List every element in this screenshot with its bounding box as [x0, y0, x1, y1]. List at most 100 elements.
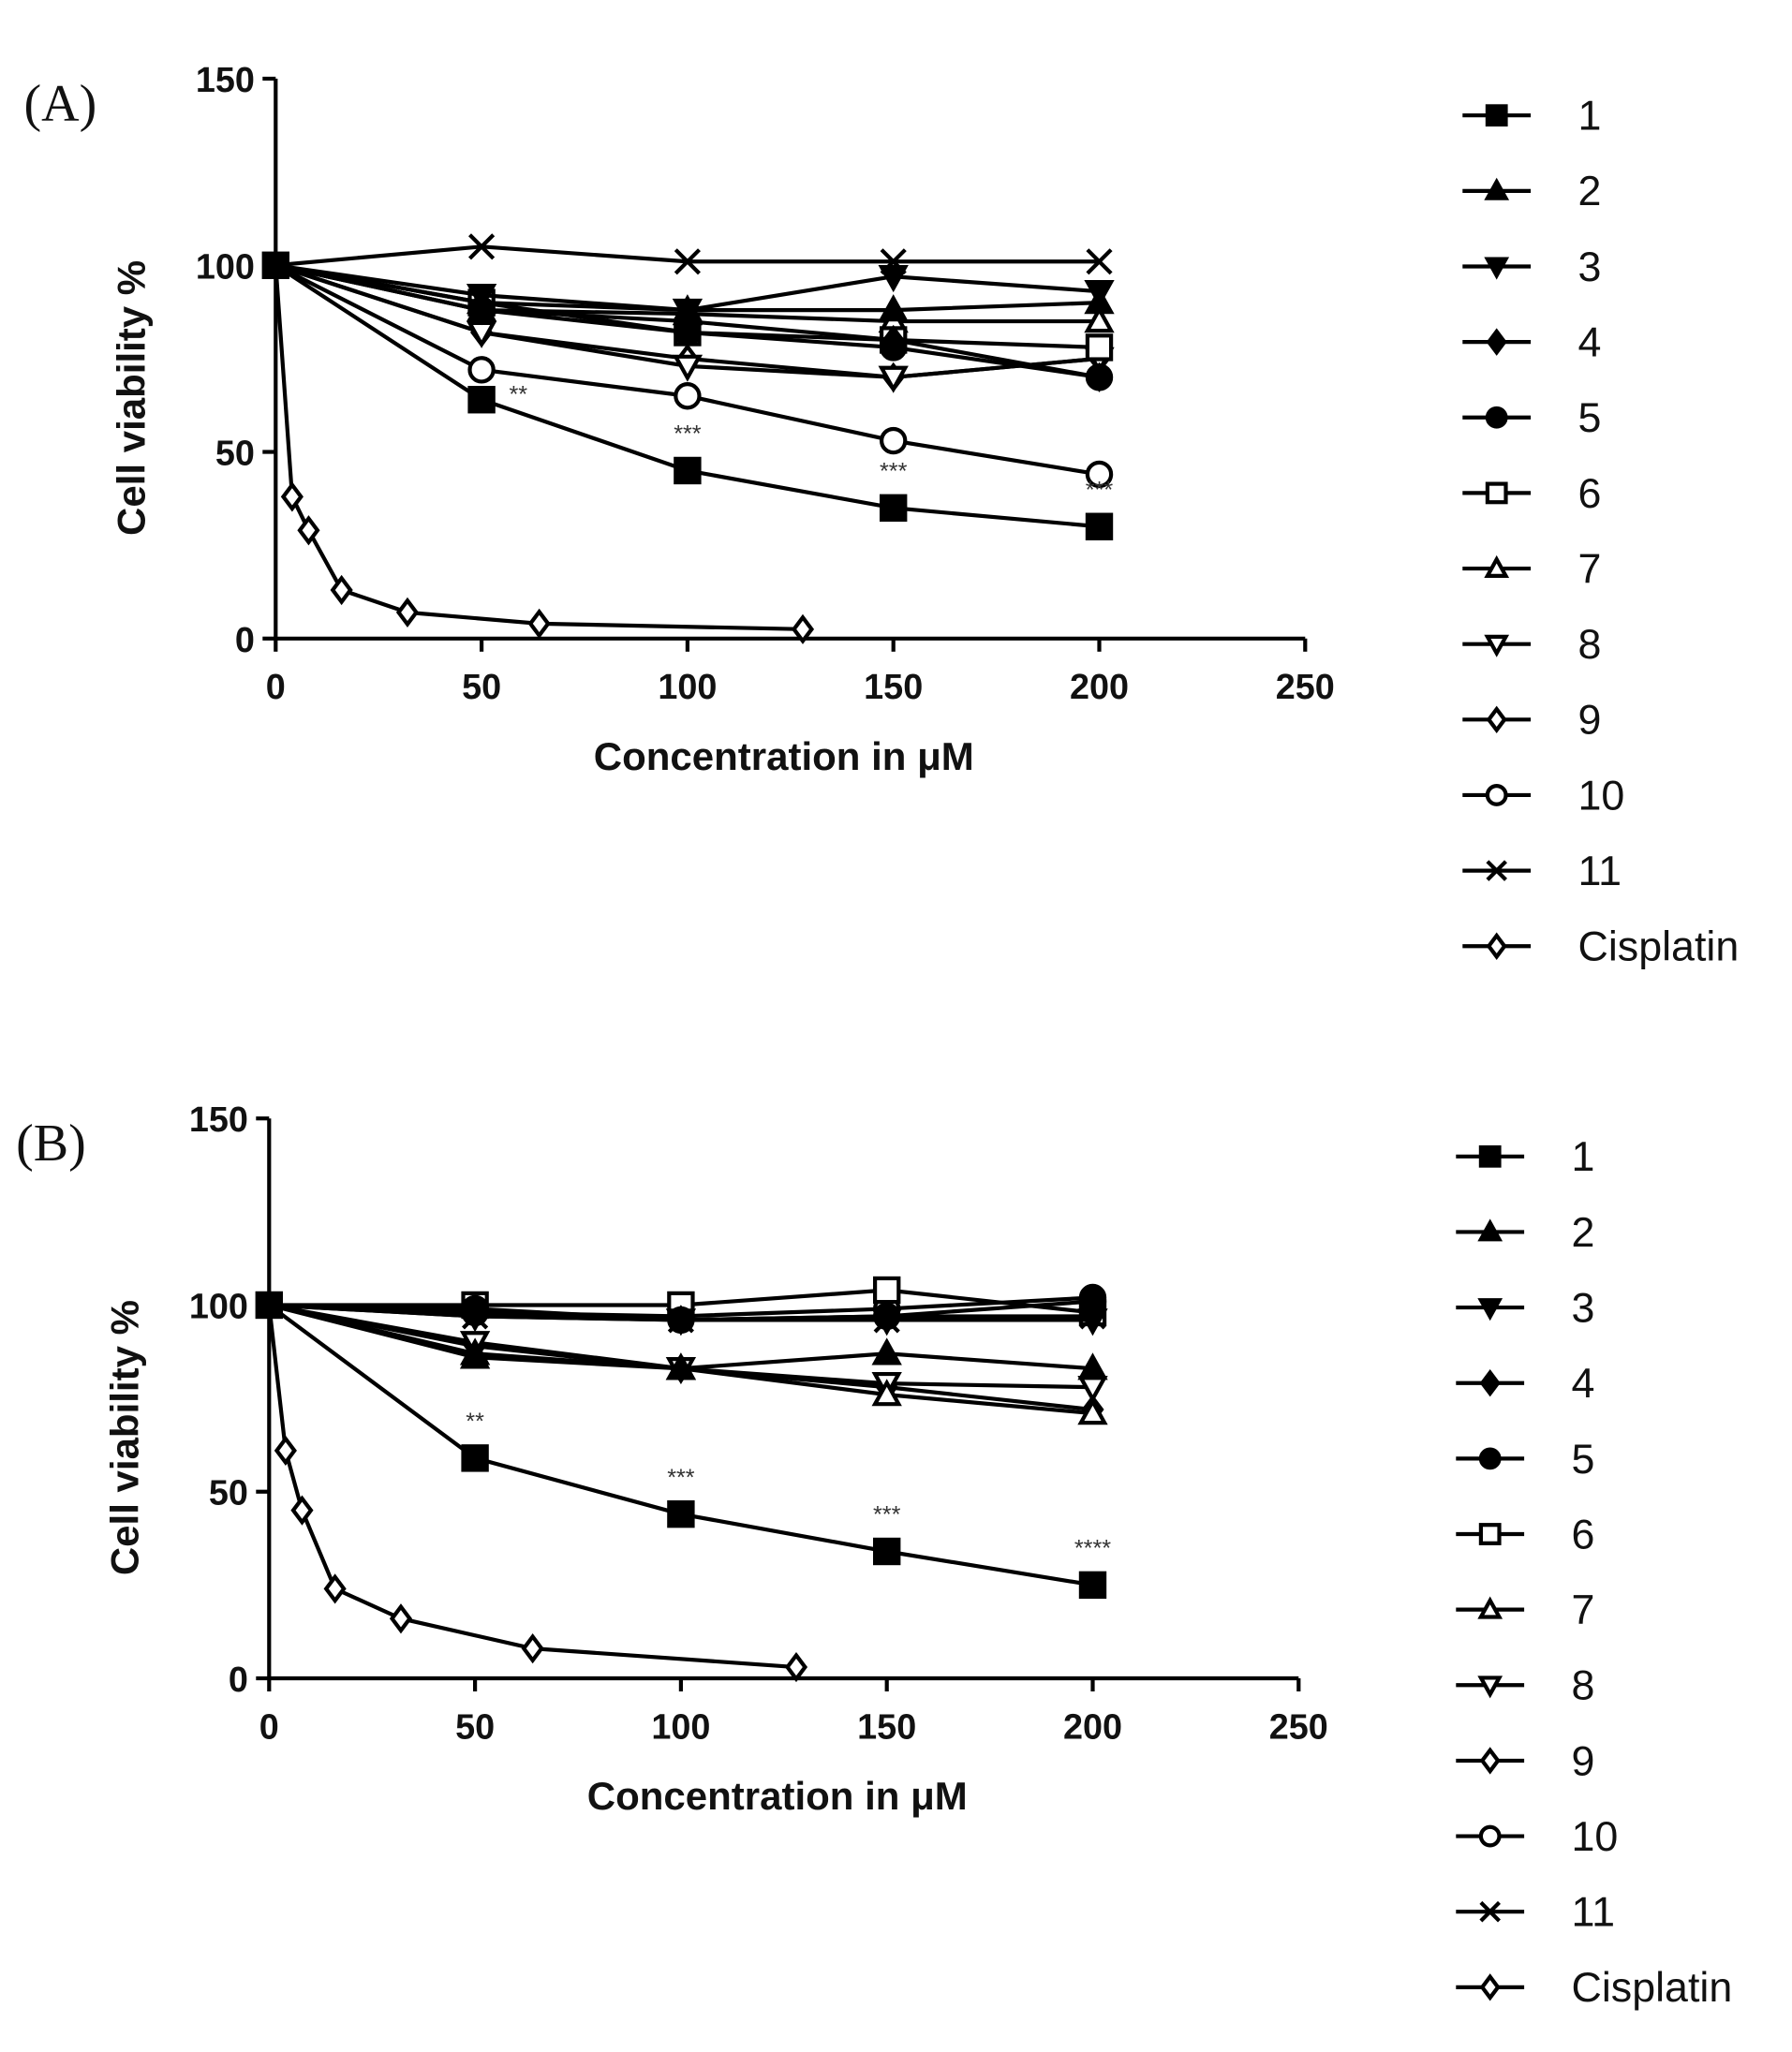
legend-item: 9 — [1456, 1737, 1594, 1784]
data-point — [468, 233, 496, 260]
legend-item: 7 — [1456, 1587, 1594, 1633]
data-point — [290, 1495, 314, 1526]
data-point — [1085, 333, 1114, 362]
legend-marker-icon — [1479, 1369, 1501, 1397]
y-axis-label: Cell viability % — [109, 260, 153, 536]
legend-marker-icon — [1484, 177, 1510, 200]
significance-label: *** — [1086, 477, 1114, 503]
y-tick-label: 50 — [209, 1474, 248, 1513]
legend-label: 5 — [1572, 1436, 1595, 1483]
data-point — [784, 1651, 808, 1683]
significance-label: ** — [466, 1409, 484, 1435]
legend-marker-icon — [1477, 1596, 1503, 1619]
data-point — [665, 1352, 697, 1380]
data-point — [461, 1444, 489, 1472]
data-point — [791, 613, 815, 644]
data-point — [459, 1305, 491, 1333]
series-line — [268, 1303, 1093, 1587]
series-cisplatin — [267, 1305, 808, 1683]
data-point — [1085, 512, 1114, 540]
data-point — [1084, 305, 1115, 333]
series-11 — [275, 233, 1113, 275]
chart-panel-a: (A) 0 50 100 150 200 250 0 50 100 150 Concentration… — [24, 61, 1740, 970]
legend-item: 11 — [1462, 848, 1622, 894]
legend-item: 6 — [1462, 470, 1601, 517]
y-tick-label: 0 — [235, 621, 255, 660]
series-1 — [261, 251, 1114, 540]
legend-label: 8 — [1572, 1662, 1595, 1709]
data-point — [674, 382, 702, 410]
data-point — [1077, 1308, 1108, 1336]
legend-label: Cisplatin — [1572, 1964, 1733, 2011]
legend-item: 3 — [1462, 244, 1601, 290]
legend-label: 11 — [1578, 848, 1622, 894]
data-point — [665, 1308, 697, 1336]
x-tick-label: 50 — [455, 1707, 495, 1747]
x-tick-label: 0 — [259, 1707, 279, 1747]
data-point — [459, 1337, 491, 1366]
legend-marker-icon — [1486, 860, 1507, 881]
data-point — [389, 1603, 413, 1634]
legend-marker-icon — [1485, 481, 1508, 505]
series-2 — [274, 263, 1115, 322]
legend-item: 7 — [1462, 545, 1601, 592]
data-point — [280, 481, 304, 512]
legend-item: 5 — [1456, 1436, 1594, 1483]
y-axis-label: Cell viability % — [102, 1300, 146, 1575]
significance-label: *** — [880, 459, 908, 485]
legend-marker-icon — [1479, 1747, 1501, 1775]
legend-item: 1 — [1456, 1133, 1594, 1180]
legend-marker-icon — [1477, 1218, 1503, 1242]
legend-label: 3 — [1578, 244, 1602, 290]
legend-marker-icon — [1478, 1447, 1502, 1470]
series-1 — [255, 1291, 1107, 1600]
legend-item: 1 — [1462, 93, 1601, 140]
legend-label: 1 — [1572, 1133, 1595, 1180]
data-point — [323, 1573, 347, 1604]
legend-item: Cisplatin — [1462, 923, 1739, 970]
legend-label: 2 — [1578, 168, 1602, 214]
data-point — [1084, 287, 1115, 315]
chart-panel-b: (B) 0 50 100 150 200 250 0 50 100 150 Concentration… — [16, 1100, 1732, 2011]
data-point — [872, 1537, 901, 1566]
data-point — [878, 365, 909, 393]
data-point — [878, 294, 909, 322]
x-axis-label: Concentration in μM — [594, 734, 974, 778]
data-point — [521, 1633, 544, 1664]
x-tick-label: 100 — [651, 1707, 710, 1747]
data-point — [879, 426, 908, 455]
x-tick-label: 150 — [857, 1707, 916, 1747]
legend-label: 5 — [1578, 394, 1602, 441]
x-tick-label: 250 — [1269, 1707, 1328, 1747]
data-point — [466, 287, 497, 315]
legend: 1 2 3 4 5 6 7 8 9 10 11 Cisplatin — [1462, 93, 1739, 970]
legend-label: 9 — [1572, 1737, 1595, 1784]
legend-marker-icon — [1477, 1676, 1503, 1699]
data-point — [467, 386, 496, 414]
data-point — [1086, 248, 1113, 275]
y-tick-label: 150 — [196, 61, 255, 100]
significance-label: *** — [674, 421, 702, 448]
y-tick-label: 100 — [189, 1287, 248, 1326]
series-line — [274, 265, 804, 631]
legend-marker-icon — [1486, 932, 1507, 960]
series-cisplatin — [274, 265, 815, 644]
legend-item: 8 — [1456, 1662, 1594, 1709]
legend-item: 11 — [1456, 1889, 1615, 1936]
significance-label: *** — [873, 1502, 901, 1528]
legend-item: Cisplatin — [1456, 1964, 1732, 2011]
data-point — [672, 354, 703, 382]
legend-label: 9 — [1578, 697, 1602, 744]
y-tick-label: 100 — [196, 247, 255, 287]
y-tick-label: 50 — [215, 435, 255, 474]
legend-marker-icon — [1484, 554, 1510, 578]
legend-label: 7 — [1578, 545, 1602, 592]
legend-marker-icon — [1477, 1298, 1503, 1321]
legend-item: 4 — [1456, 1360, 1594, 1407]
series-3 — [269, 1303, 1108, 1336]
data-point — [467, 356, 496, 384]
y-tick-label: 0 — [229, 1661, 248, 1700]
legend-item: 6 — [1456, 1511, 1594, 1557]
panel-label: (A) — [24, 75, 97, 133]
